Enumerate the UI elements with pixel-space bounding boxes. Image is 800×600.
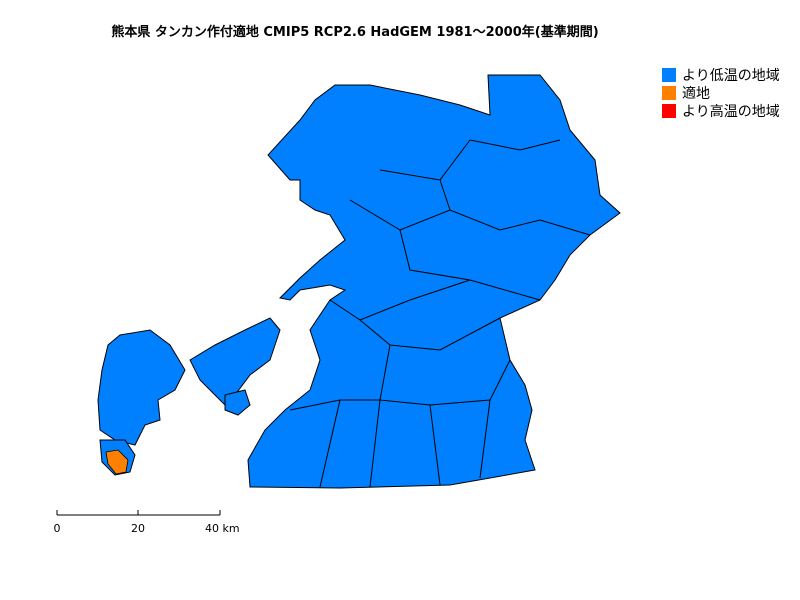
legend-label: より高温の地域 bbox=[682, 104, 780, 120]
kumamoto-mainland bbox=[247, 74, 621, 489]
legend-item-colder: より低温の地域 bbox=[662, 66, 780, 84]
scale-tick-40: 40 km bbox=[205, 522, 240, 535]
legend-item-suitable: 適地 bbox=[662, 84, 780, 102]
mainland-region bbox=[247, 74, 621, 489]
legend-label: 適地 bbox=[682, 86, 710, 102]
legend-label: より低温の地域 bbox=[682, 68, 780, 84]
small-island bbox=[224, 389, 251, 416]
legend-swatch bbox=[662, 104, 676, 118]
legend-swatch bbox=[662, 68, 676, 82]
legend-item-warmer: より高温の地域 bbox=[662, 102, 780, 120]
amakusa-islands bbox=[97, 317, 281, 476]
suitable-area bbox=[105, 449, 129, 475]
legend-swatch bbox=[662, 86, 676, 100]
municipal-borders bbox=[289, 139, 591, 488]
scale-tick-20: 20 bbox=[131, 522, 145, 535]
upper-island bbox=[189, 317, 281, 411]
legend: より低温の地域 適地 より高温の地域 bbox=[662, 66, 780, 120]
scale-tick-0: 0 bbox=[54, 522, 61, 535]
map-title: 熊本県 タンカン作付適地 CMIP5 RCP2.6 HadGEM 1981〜20… bbox=[111, 25, 599, 40]
scale-bar: 0 20 40 km bbox=[54, 510, 240, 535]
lower-island bbox=[97, 329, 186, 446]
